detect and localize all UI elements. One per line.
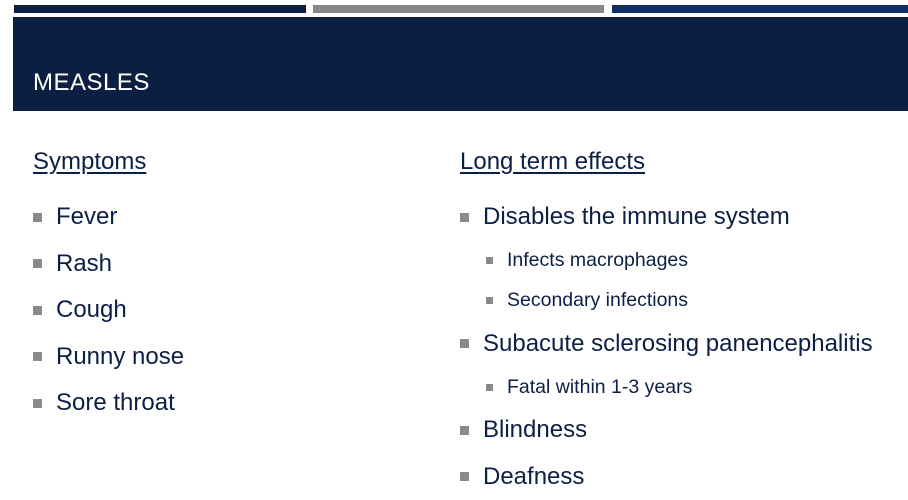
list-item-text: Subacute sclerosing panencephalitis xyxy=(483,329,873,357)
list-item-text: Cough xyxy=(56,296,127,324)
list-item-text: Fatal within 1-3 years xyxy=(507,375,693,398)
square-bullet-icon xyxy=(33,259,42,269)
list-item: Fatal within 1-3 years xyxy=(460,367,873,407)
list-item-text: Runny nose xyxy=(56,342,185,370)
list-item-text: Secondary infections xyxy=(507,289,689,311)
list-item-text: Sore throat xyxy=(56,389,175,417)
list-item: Sore throat xyxy=(33,380,184,427)
list-item: Rash xyxy=(33,241,184,288)
square-bullet-icon xyxy=(486,257,493,264)
square-bullet-icon xyxy=(460,212,469,222)
accent-bar-2 xyxy=(313,5,604,13)
list-item-text: Infects macrophages xyxy=(507,249,689,271)
long-term-effects-heading: Long term effects xyxy=(460,148,645,175)
square-bullet-icon xyxy=(460,339,469,349)
square-bullet-icon xyxy=(33,398,42,408)
square-bullet-icon xyxy=(460,472,469,482)
list-item: Runny nose xyxy=(33,334,184,381)
list-item: Blindness xyxy=(460,407,873,454)
list-item-text: Deafness xyxy=(483,462,585,490)
square-bullet-icon xyxy=(486,297,493,304)
long-term-effects-column: Long term effects Disables the immune sy… xyxy=(460,148,873,500)
square-bullet-icon xyxy=(486,383,493,391)
square-bullet-icon xyxy=(460,425,469,435)
list-item-text: Fever xyxy=(56,203,118,231)
square-bullet-icon xyxy=(33,212,42,222)
symptoms-heading: Symptoms xyxy=(33,148,147,175)
symptoms-column: Symptoms Fever Rash Cough Runny nose Sore th… xyxy=(33,148,184,427)
list-item: Secondary infections xyxy=(460,281,873,321)
list-item: Fever xyxy=(33,194,184,241)
accent-bar-1 xyxy=(14,5,306,13)
square-bullet-icon xyxy=(33,305,42,315)
list-item: Subacute sclerosing panencephalitis xyxy=(460,321,873,368)
slide-title: MEASLES xyxy=(33,69,150,96)
list-item-text: Rash xyxy=(56,249,113,277)
accent-bar-3 xyxy=(612,5,908,13)
list-item-text: Blindness xyxy=(483,416,588,444)
list-item: Infects macrophages xyxy=(460,241,873,281)
list-item-text: Disables the immune system xyxy=(483,203,790,231)
list-item: Disables the immune system xyxy=(460,194,873,241)
list-item: Cough xyxy=(33,287,184,334)
list-item: Deafness xyxy=(460,454,873,500)
title-band: MEASLES xyxy=(13,17,908,111)
square-bullet-icon xyxy=(33,352,42,362)
